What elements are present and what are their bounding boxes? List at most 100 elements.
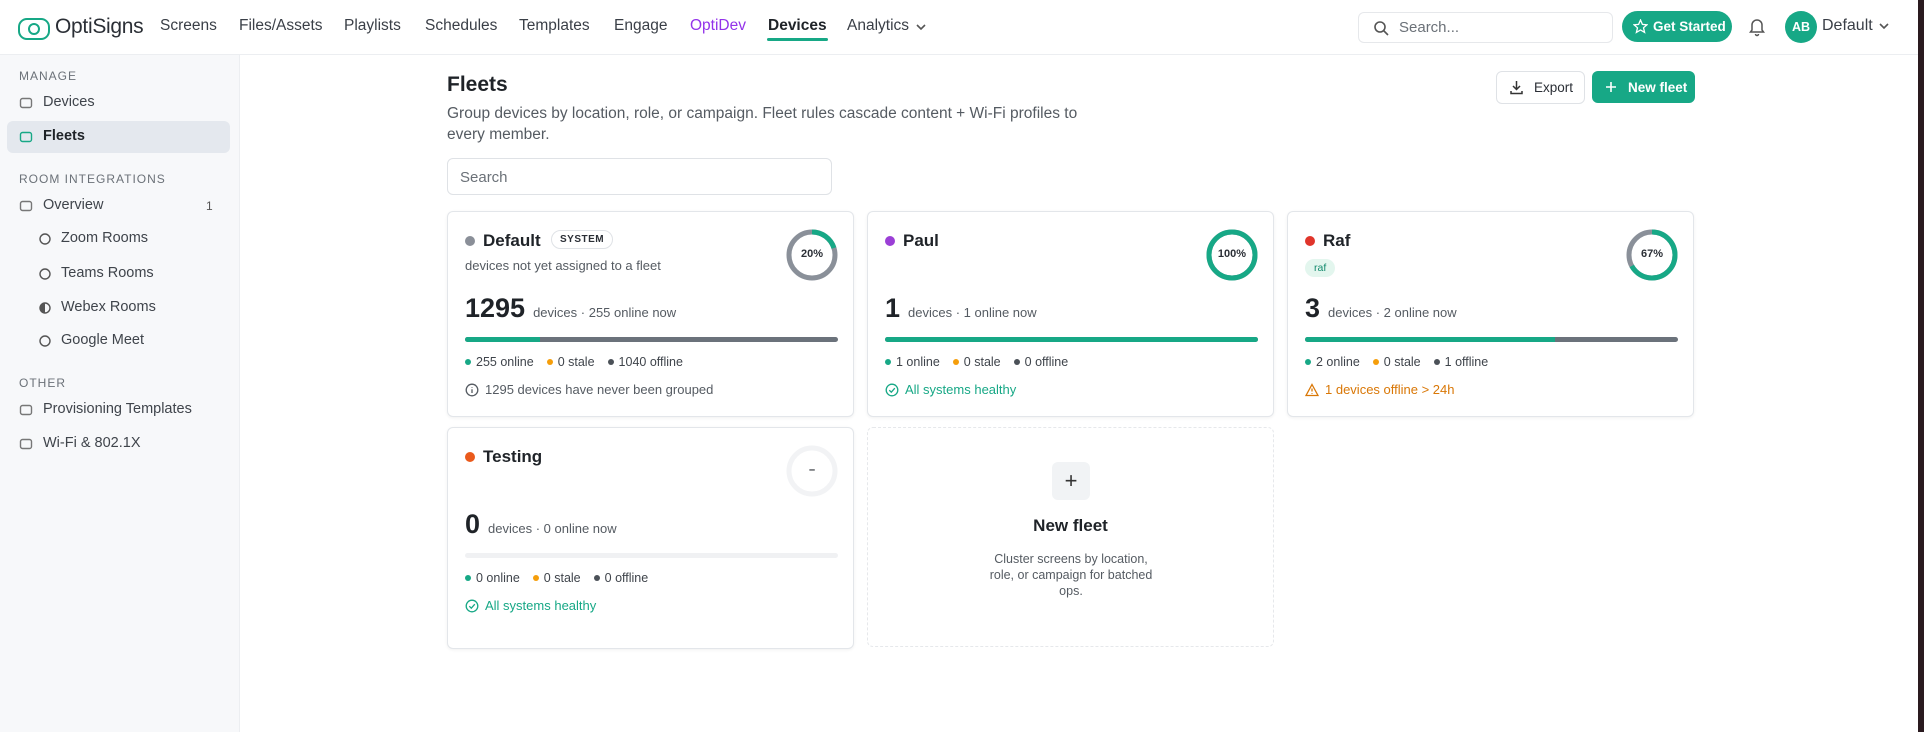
stat-dot <box>532 575 539 581</box>
icon <box>1305 383 1319 397</box>
stat-dot <box>1433 359 1440 365</box>
ring-track <box>786 445 838 497</box>
item-icon <box>39 335 51 347</box>
count-row: 0 devices · 0 online now <box>465 509 617 540</box>
new-card-title: New fleet <box>1033 516 1108 535</box>
sidebar-item[interactable]: Teams Rooms <box>61 265 154 281</box>
progress-track <box>885 337 1258 342</box>
account-name[interactable]: Default <box>1822 17 1873 34</box>
note-icon <box>885 383 899 397</box>
nav-link[interactable]: Devices <box>768 17 827 34</box>
nav-link[interactable]: Screens <box>160 17 217 34</box>
count-row: 1 devices · 1 online now <box>885 293 1037 324</box>
nav-link[interactable]: OptiDev <box>690 17 746 34</box>
stat-text: 0 stale <box>963 355 1001 369</box>
ring-label: 100% <box>1217 248 1247 260</box>
fleet-dot <box>1305 236 1315 246</box>
sidebar-item[interactable]: Wi-Fi & 802.1X <box>43 435 141 451</box>
chevron-icon <box>1879 23 1889 30</box>
nav-link[interactable]: Schedules <box>425 17 498 34</box>
icon <box>19 438 33 450</box>
ring <box>1206 229 1258 281</box>
new-fleet-card[interactable]: + New fleet Cluster screens by location, r… <box>867 427 1274 647</box>
active-underline <box>767 38 828 41</box>
fleet-name: Testing <box>483 447 543 466</box>
active-item-bg[interactable] <box>7 121 230 153</box>
stat-text: 0 stale <box>1383 355 1421 369</box>
note-icon <box>465 383 479 397</box>
fleet-note: All systems healthy <box>485 598 597 613</box>
stat-text: 0 offline <box>604 571 649 585</box>
sidebar-item[interactable]: Webex Rooms <box>61 299 156 315</box>
item-icon <box>19 131 33 143</box>
count-text: devices · 255 online now <box>533 305 677 320</box>
nav-link[interactable]: Engage <box>614 17 668 34</box>
nav-link[interactable]: Files/Assets <box>239 17 323 34</box>
sidebar-item[interactable]: Google Meet <box>61 332 145 348</box>
logo-icon <box>18 18 50 40</box>
stat-dot <box>546 359 553 365</box>
ring-arc <box>1206 229 1258 281</box>
fleet-card[interactable]: Paul 100% 1 devices · 1 online now 1 online 0… <box>867 211 1274 417</box>
icon <box>465 599 479 613</box>
search-box[interactable]: Search... <box>1358 12 1613 43</box>
stat: 0 stale <box>546 355 595 369</box>
item-icon <box>39 233 51 245</box>
sidebar-item[interactable]: Devices <box>43 94 95 110</box>
icon <box>465 383 479 397</box>
ring-label: 67% <box>1640 248 1664 260</box>
fleet-card[interactable]: Default SYSTEM devices not yet assigned to… <box>447 211 854 417</box>
stat-dot <box>952 359 959 365</box>
stat-dot <box>1372 359 1379 365</box>
export-button[interactable]: Export <box>1496 71 1585 104</box>
stat-dot <box>593 575 600 581</box>
stat-text: 2 online <box>1316 355 1360 369</box>
sidebar: MANAGE Devices Fleets ROOM INTEGRATIONS Over… <box>0 55 240 732</box>
progress-track <box>465 337 838 342</box>
nav-link[interactable]: Playlists <box>344 17 401 34</box>
star-icon <box>1633 19 1648 34</box>
fleet-note: 1 devices offline > 24h <box>1325 382 1455 397</box>
item-icon <box>19 97 33 109</box>
search-placeholder: Search... <box>1399 19 1460 36</box>
sidebar-item[interactable]: Zoom Rooms <box>61 230 149 246</box>
icon <box>468 603 476 610</box>
note-icon <box>1305 383 1319 397</box>
get-started-button[interactable]: Get Started <box>1622 11 1732 42</box>
fleet-search[interactable]: Search <box>447 158 832 195</box>
count-text: devices · 1 online now <box>908 305 1037 320</box>
fleet-pill: raf <box>1305 259 1336 277</box>
nav-link[interactable]: Analytics <box>847 17 910 34</box>
ring <box>786 445 838 497</box>
logo-shape <box>28 23 40 35</box>
count-text: devices · 0 online now <box>488 521 617 536</box>
sidebar-item[interactable]: Fleets <box>43 128 85 144</box>
stat-dot <box>465 575 471 581</box>
stat: 0 offline <box>1013 355 1068 369</box>
nav-link[interactable]: Templates <box>519 17 590 34</box>
avatar[interactable]: AB <box>1785 11 1817 43</box>
fleet-tag: SYSTEM <box>551 230 614 249</box>
device-count: 0 <box>465 509 481 539</box>
icon <box>1510 81 1523 95</box>
note-icon <box>465 599 479 613</box>
stats-row: 255 online 0 stale 1040 offline <box>465 355 683 369</box>
ring-arc <box>1626 229 1678 281</box>
fleet-description: devices not yet assigned to a fleet <box>465 258 661 273</box>
icon <box>1606 82 1616 92</box>
item-count: 1 <box>206 199 213 213</box>
item-icon <box>19 404 33 416</box>
logo-shape <box>18 18 50 40</box>
sidebar-item[interactable]: Provisioning Templates <box>43 401 192 417</box>
icon <box>885 383 899 397</box>
fleet-card[interactable]: Raf raf 67% 3 devices · 2 online now 2 online… <box>1287 211 1694 417</box>
fleet-card[interactable]: Testing –0 devices · 0 online now 0 online 0… <box>447 427 854 649</box>
progress-fill <box>465 337 540 342</box>
new-fleet-button[interactable]: New fleet <box>1592 71 1695 103</box>
section-label: OTHER <box>19 376 66 390</box>
fleet-name: Paul <box>903 231 939 250</box>
sidebar-item[interactable]: Overview <box>43 197 104 213</box>
chevron-icon <box>916 24 926 31</box>
chevron <box>1879 23 1889 30</box>
item-icon <box>19 200 33 212</box>
